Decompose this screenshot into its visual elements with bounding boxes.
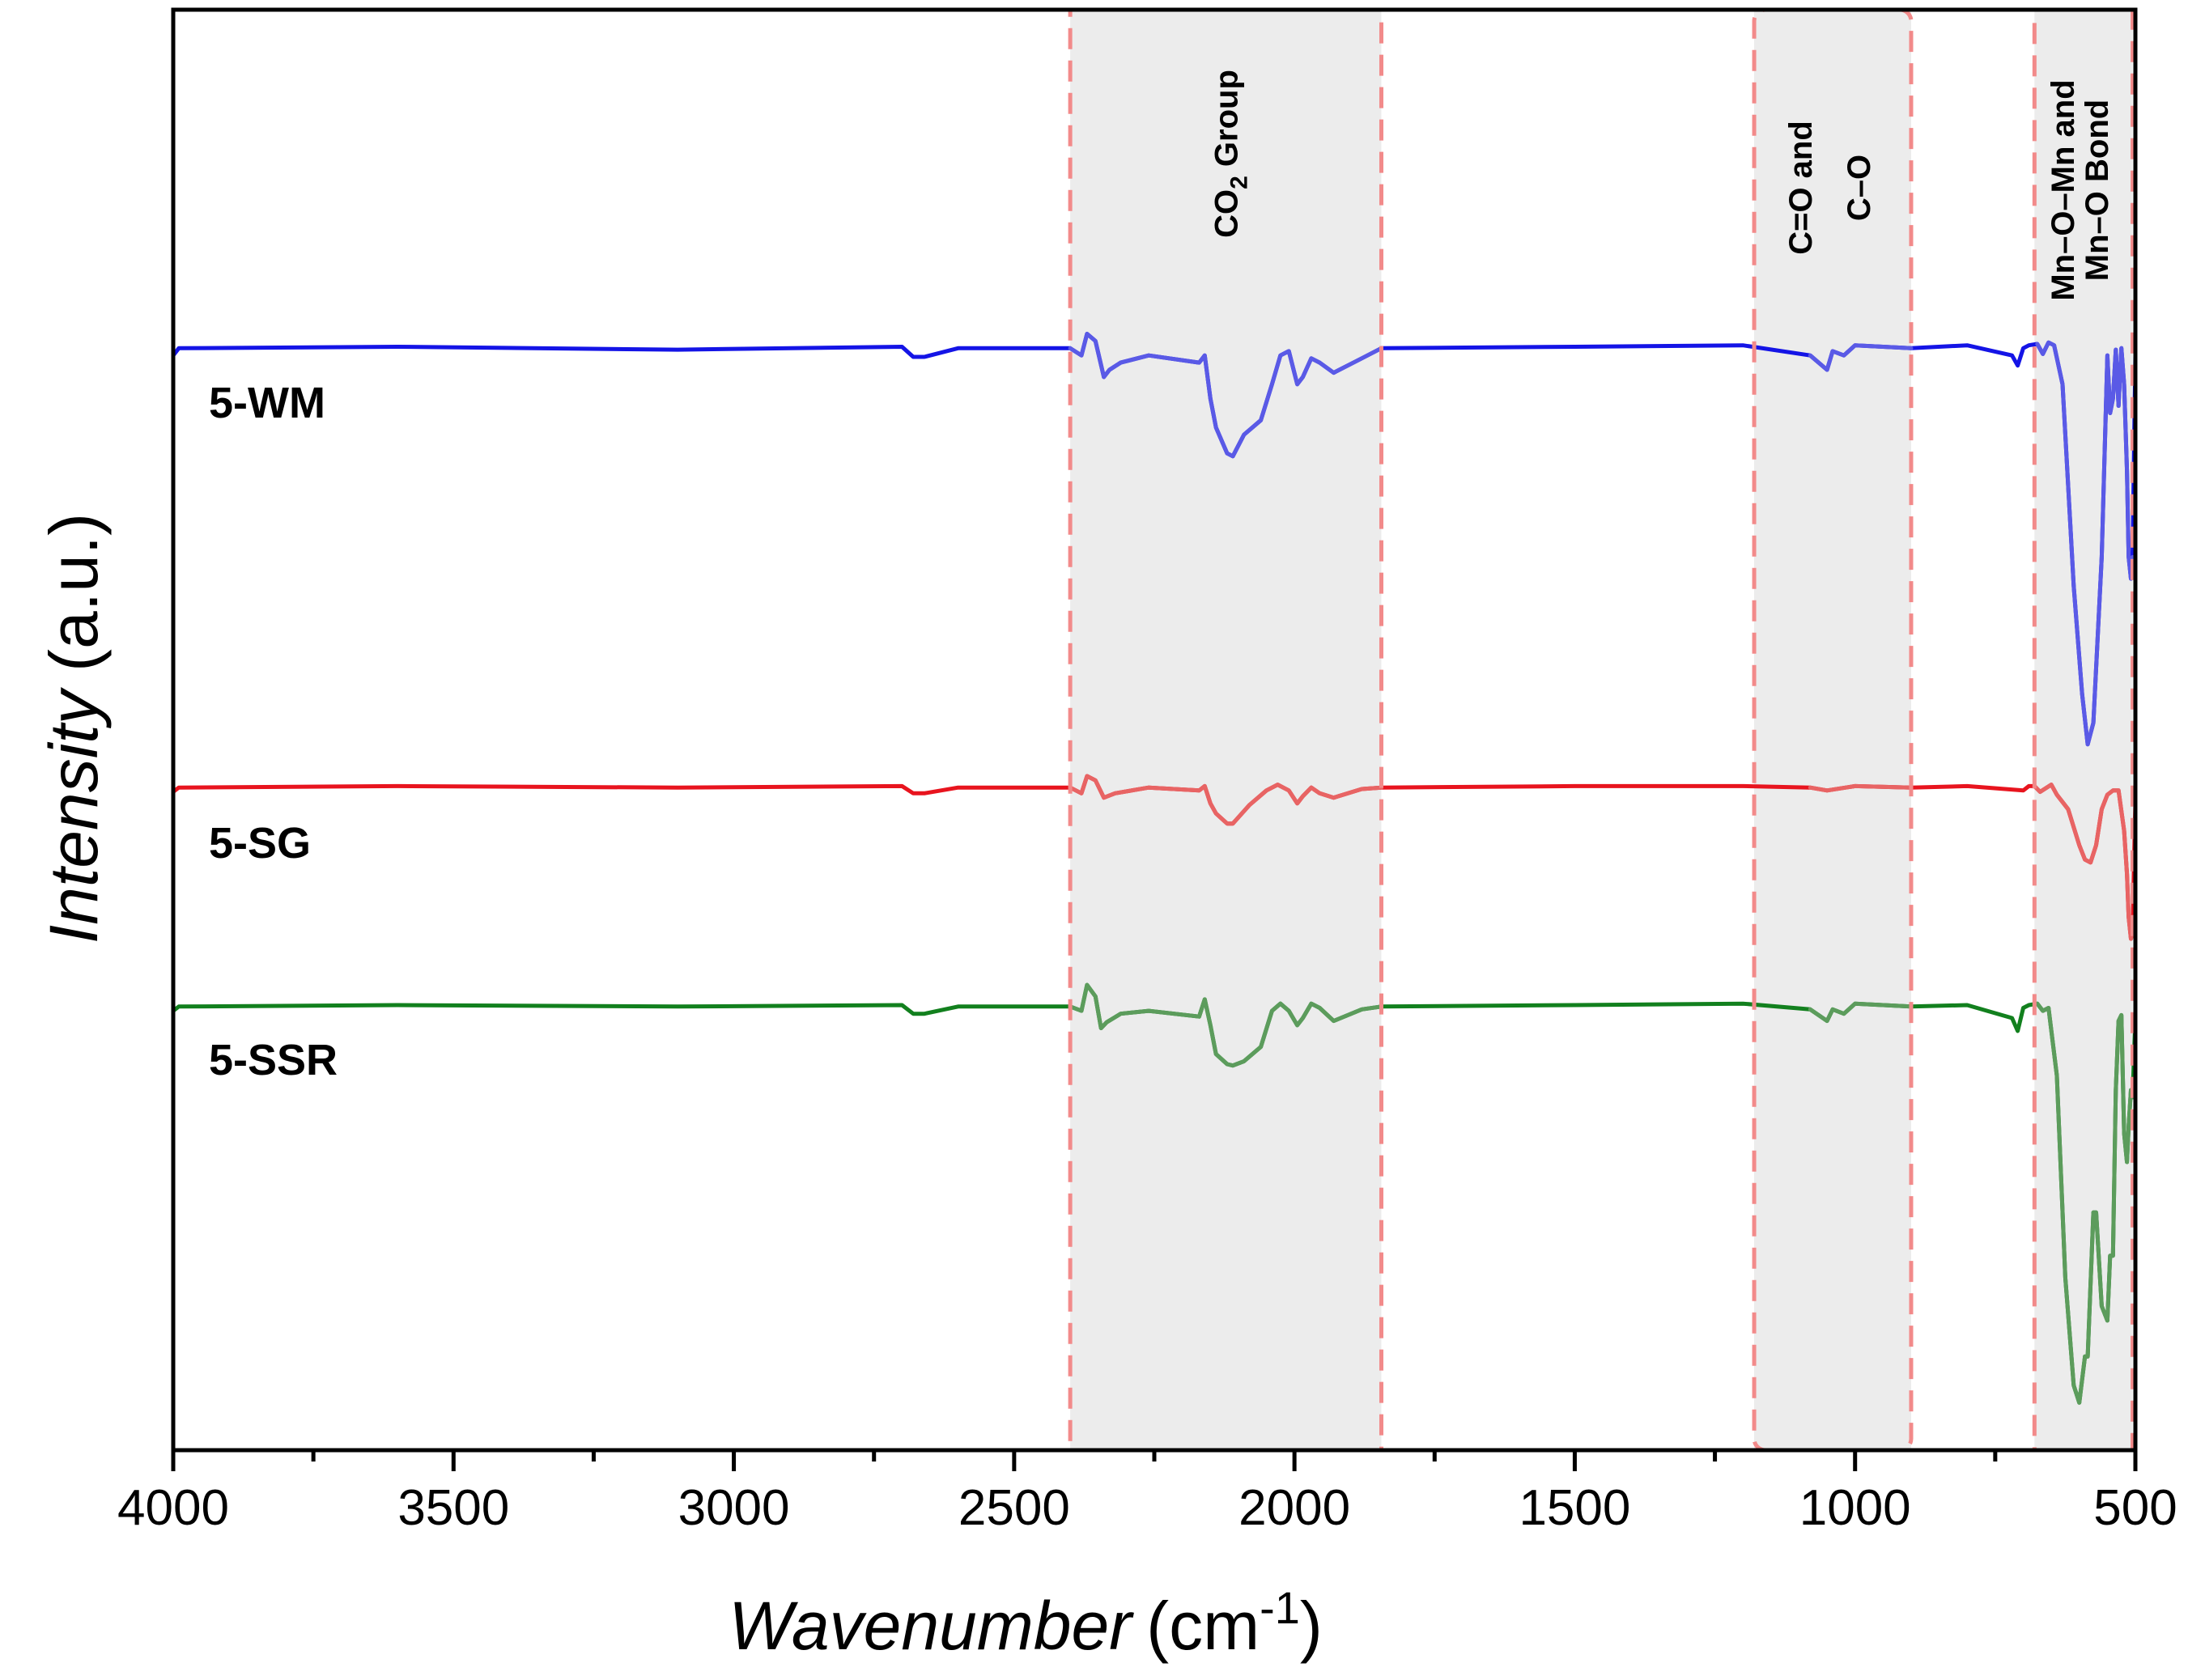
series-overlay-5-SSR-co-region	[1808, 1001, 1914, 1024]
x-tick-label: 2000	[1238, 1480, 1350, 1536]
series-label-5-WM: 5-WM	[209, 379, 325, 427]
series-overlay-5-SG-co-region	[1808, 783, 1914, 793]
y-axis-title-main: Intensity	[36, 686, 112, 944]
x-tick-label: 2500	[958, 1480, 1070, 1536]
x-axis-title-main: Wavenumber	[729, 1588, 1134, 1664]
mno-region-label-line1: Mn–O–Mn and	[2046, 79, 2081, 300]
x-axis-title: Wavenumber (cm-1)	[729, 1582, 1323, 1664]
co-region-label-line2: C–O	[1842, 155, 1877, 221]
co2-label-main: CO	[1209, 189, 1244, 238]
x-tick-label: 500	[2093, 1480, 2177, 1536]
x-tick-label: 1500	[1519, 1480, 1630, 1536]
co2-label-rest: Group	[1209, 70, 1244, 176]
series-label-5-SSR: 5-SSR	[209, 1036, 338, 1084]
series-overlay-5-SG-mno-region	[2032, 783, 2135, 941]
series-label-5-SG: 5-SG	[209, 819, 311, 868]
highlight-regions	[1070, 10, 2133, 1450]
x-axis-unit-exp: -1	[1260, 1582, 1300, 1633]
y-axis-unit: (a.u.)	[36, 513, 112, 690]
co2-region-fill	[1070, 10, 1382, 1450]
mno-region-fill	[2034, 10, 2133, 1450]
mno-region-label-line2: Mn–O Bond	[2080, 100, 2115, 281]
series-overlays	[1068, 332, 2135, 1405]
x-tick-label: 1000	[1799, 1480, 1911, 1536]
x-tick-label: 4000	[117, 1480, 229, 1536]
co-region-label-line1: C=O and	[1783, 121, 1819, 255]
labels: 5-WM 5-SG 5-SSR CO2 Group C=O and C–O Mn–O–Mn …	[209, 70, 2115, 1084]
series-overlay-5-SSR-mno-region	[2035, 1001, 2135, 1405]
series-overlay-5-SG-co2-region	[1068, 774, 1383, 826]
x-tick-label: 3500	[397, 1480, 509, 1536]
series-overlay-5-SSR-co2-region	[1068, 982, 1383, 1068]
x-ticks: 4000 3500 3000 2500 2000 1500 1000 500	[117, 1450, 2177, 1536]
series-overlay-5-WM-mno-region	[2035, 340, 2135, 747]
series-overlay-5-WM-co-region	[1808, 343, 1914, 372]
co2-region-label: CO2 Group	[1209, 70, 1252, 238]
x-axis-unit-base: (cm	[1146, 1588, 1260, 1664]
x-tick-label: 3000	[678, 1480, 790, 1536]
series-overlay-5-WM-co2-region	[1068, 332, 1383, 459]
co2-label-sub: 2	[1226, 176, 1252, 189]
x-axis-unit-close: )	[1300, 1588, 1323, 1664]
y-axis-title: Intensity (a.u.)	[36, 513, 112, 944]
co-region-fill	[1754, 10, 1911, 1450]
